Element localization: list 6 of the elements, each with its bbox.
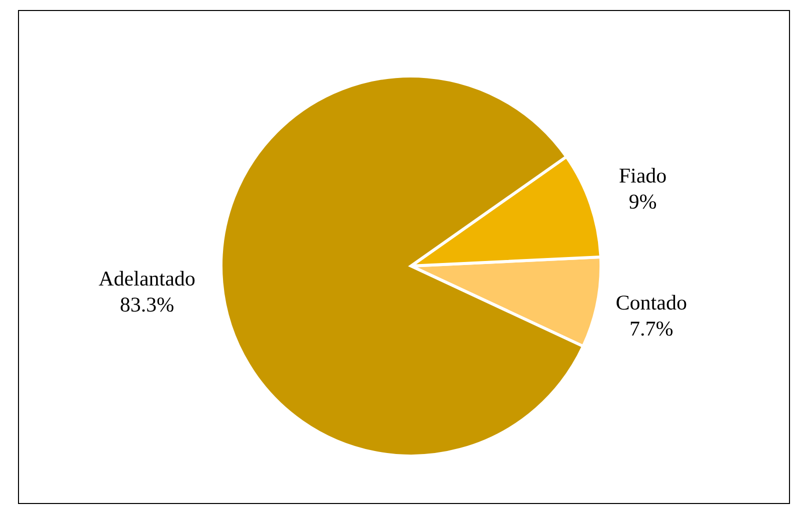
data-label: 9% xyxy=(628,190,657,214)
slice-label: Adelantado xyxy=(98,266,196,290)
slice-label: Fiado xyxy=(618,164,667,188)
data-label: 7.7% xyxy=(630,316,674,340)
slice-label: Contado xyxy=(616,290,687,314)
data-label: 83.3% xyxy=(120,292,174,316)
